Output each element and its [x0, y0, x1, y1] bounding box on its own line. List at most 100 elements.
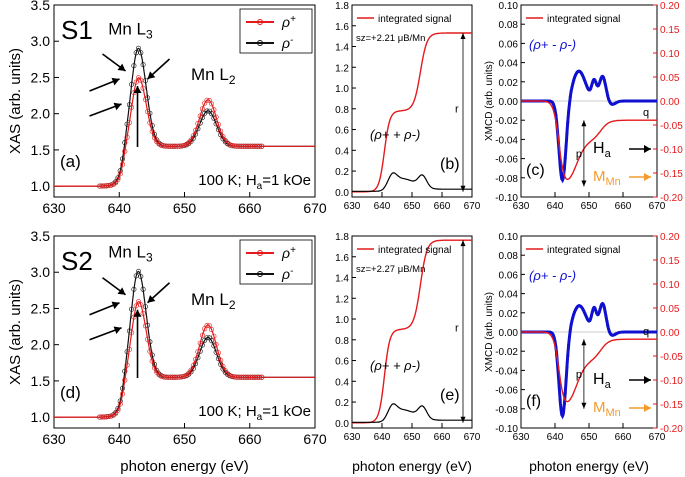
s1-xmcd-legend-label: integrated signal: [547, 14, 620, 25]
s1-xas-panel-label: (a): [60, 152, 81, 171]
s1-arrow-up: [133, 86, 142, 147]
s1-field-arrow: [629, 145, 651, 153]
s2-arrow-4: [146, 282, 171, 304]
s2-r-arrowhead-bottom: [460, 416, 466, 423]
s2-mag-label: MMn: [593, 399, 621, 419]
s1-arrow-3: [89, 102, 122, 117]
s1-sum-xtick-label: 660: [434, 201, 451, 212]
s2-field-arrow: [629, 376, 651, 384]
s1-sum-formula: (ρ+ + ρ-): [370, 127, 420, 142]
s2-p-arrowhead-top: [581, 339, 587, 346]
s1-legend-label-0: ρ+: [281, 14, 296, 30]
s1-xmcd-xtick-label: 670: [649, 201, 666, 212]
s1-sum-xtick-label: 650: [404, 201, 421, 212]
s2-xmcd-xtick-label: 670: [649, 432, 666, 443]
s1-xas-ytick-label: 1.5: [31, 142, 51, 158]
s2-sample-label: S2: [61, 246, 93, 276]
s2-mag-arrow: [629, 404, 651, 412]
s2-sum-spectrum-series: [352, 403, 472, 423]
s2-sum-xtick-label: 650: [404, 432, 421, 443]
s2-r-arrowhead-top: [460, 240, 466, 247]
s2-sum-xtick-label: 630: [344, 432, 361, 443]
s1-sum-xtick-label: 670: [464, 201, 481, 212]
s1-xas-ytick-label: 2.0: [31, 106, 51, 122]
s1-xas-xtick-label: 660: [238, 200, 262, 216]
s1-sum-sz: sz=+2.21 μB/Mn: [356, 33, 425, 44]
s2-xmcd-xtick-label: 650: [581, 432, 598, 443]
s1-xmcd-rtick-label: 0.15: [660, 25, 680, 36]
s2-xmcd-ytick-label: 0.02: [499, 309, 519, 320]
s2-sum-ytick-label: 0.0: [335, 419, 349, 430]
s1-legend-marker-1: [257, 40, 263, 46]
s2-sum-panel-label: (e): [440, 387, 460, 404]
s1-r-label: r: [455, 103, 459, 115]
s1-xas-xtick-label: 630: [42, 200, 66, 216]
s1-r-arrowhead-top: [460, 33, 466, 40]
s1-l3-label: Mn L3: [108, 19, 153, 41]
s1-sum-ytick-label: 0.2: [335, 167, 349, 178]
s1-mag-arrow: [629, 173, 651, 181]
s2-xmcd-integrated-series: [521, 331, 657, 403]
s1-p-label: p: [576, 148, 582, 160]
s2-xas-panel-label: (d): [60, 383, 81, 402]
s2-sum-legend-label: integrated signal: [378, 245, 451, 256]
s2-xas-xtick-label: 650: [173, 431, 197, 447]
s2-r-label: r: [455, 322, 459, 334]
s2-xmcd-ytick-label: 0.10: [499, 232, 519, 243]
s2-sum-xtick-label: 660: [434, 432, 451, 443]
s2-xmcd-ytick-label: -0.06: [495, 386, 518, 397]
s1-xmcd-ytick-label: 0.06: [499, 39, 519, 50]
s1-xmcd-xtick-label: 650: [581, 201, 598, 212]
s1-xmcd-rtick-label: -0.20: [660, 193, 683, 204]
s1-sum-ytick-label: 0.4: [335, 146, 349, 157]
s1-xmcd-ylabel: XMCD (arb. units): [484, 61, 495, 141]
s1-sum-ytick-label: 1.6: [335, 22, 349, 33]
s2-xas-ytick-label: 2.0: [31, 337, 51, 353]
xmcd-xlabel: photon energy (eV): [529, 458, 649, 474]
s2-p-label: p: [576, 369, 582, 381]
s2-xas-ytick-label: 1.5: [31, 373, 51, 389]
s1-q-label: q: [643, 107, 649, 119]
s1-xas-ylabel: XAS (arb. units): [7, 48, 24, 154]
s2-sum-ytick-label: 1.0: [335, 315, 349, 326]
s2-xas-ylabel: XAS (arb. units): [7, 279, 24, 385]
s1-xmcd-ytick-label: -0.06: [495, 155, 518, 166]
s2-xas-ytick-label: 3.5: [31, 228, 51, 244]
s2-xmcd-ytick-label: -0.08: [495, 405, 518, 416]
s2-legend-marker-0: [257, 250, 263, 256]
s1-sum-ytick-label: 1.0: [335, 84, 349, 95]
s1-xmcd-ytick-label: 0.02: [499, 78, 519, 89]
s1-xmcd-integrated-series: [521, 100, 657, 181]
s2-xmcd-xtick-label: 660: [615, 432, 632, 443]
s1-xmcd-rtick-label: -0.05: [660, 121, 683, 132]
s1-xmcd-panel-label: (c): [526, 162, 545, 179]
s2-legend-marker-1: [257, 271, 263, 277]
s2-xmcd-ytick-label: -0.02: [495, 347, 518, 358]
s1-xmcd-rtick-label: 0.05: [660, 73, 680, 84]
s1-sum-ytick-label: 1.2: [335, 63, 349, 74]
s2-xmcd-ytick-label: 0.06: [499, 270, 519, 281]
s2-xas-ytick-label: 1.0: [31, 409, 51, 425]
s2-xmcd-panel-label: (f): [526, 393, 541, 410]
s2-xmcd-rtick-label: 0.20: [660, 232, 680, 243]
s1-mag-label: MMn: [593, 168, 621, 188]
s1-legend-marker-0: [257, 19, 263, 25]
s1-arrow-1: [102, 53, 126, 72]
s2-xmcd-ytick-label: 0.08: [499, 251, 519, 262]
s2-sum-xtick-label: 640: [374, 432, 391, 443]
s2-legend-label-1: ρ-: [281, 266, 294, 282]
s1-xas-series-rho-minus: [54, 45, 315, 189]
s1-arrow-4: [146, 58, 171, 80]
s1-sum-ytick-label: 1.4: [335, 43, 349, 54]
s2-xas-xtick-label: 660: [238, 431, 262, 447]
s1-l2-label: Mn L2: [191, 65, 236, 87]
s2-xmcd-series: [521, 301, 657, 420]
s1-xmcd-ytick-label: -0.08: [495, 174, 518, 185]
s2-xmcd-ylabel: XMCD (arb. units): [484, 292, 495, 372]
s2-xas-ytick-label: 2.5: [31, 300, 51, 316]
s2-xmcd-xtick-label: 630: [513, 432, 530, 443]
s1-sum-ytick-label: 0.0: [335, 188, 349, 199]
s2-arrow-2: [89, 301, 120, 316]
s2-arrow-3: [89, 326, 122, 341]
